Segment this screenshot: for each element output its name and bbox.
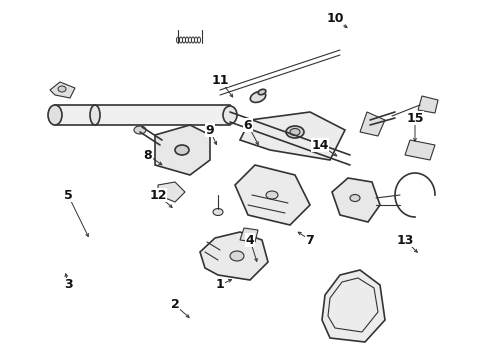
Ellipse shape: [213, 208, 223, 216]
Polygon shape: [50, 82, 75, 98]
Text: 12: 12: [149, 189, 167, 202]
Polygon shape: [240, 228, 258, 242]
Text: 14: 14: [311, 139, 329, 152]
Ellipse shape: [134, 126, 146, 134]
Ellipse shape: [266, 191, 278, 199]
Text: 13: 13: [396, 234, 414, 247]
Polygon shape: [405, 140, 435, 160]
Ellipse shape: [90, 105, 100, 125]
Text: 7: 7: [306, 234, 315, 247]
Polygon shape: [200, 232, 268, 280]
Text: 10: 10: [326, 12, 344, 24]
Text: 5: 5: [64, 189, 73, 202]
Polygon shape: [322, 270, 385, 342]
Ellipse shape: [223, 106, 237, 124]
Ellipse shape: [258, 89, 266, 95]
Polygon shape: [155, 125, 210, 175]
Text: 3: 3: [64, 279, 73, 292]
Ellipse shape: [290, 129, 300, 135]
Polygon shape: [360, 112, 385, 136]
Polygon shape: [55, 105, 230, 125]
Ellipse shape: [286, 126, 304, 138]
Polygon shape: [332, 178, 380, 222]
Polygon shape: [158, 182, 185, 202]
Polygon shape: [240, 112, 345, 160]
Text: 4: 4: [245, 234, 254, 247]
Ellipse shape: [58, 86, 66, 92]
Ellipse shape: [230, 251, 244, 261]
Text: 15: 15: [406, 112, 424, 125]
Polygon shape: [235, 165, 310, 225]
Ellipse shape: [250, 91, 266, 103]
Text: 6: 6: [244, 118, 252, 131]
Polygon shape: [418, 96, 438, 113]
Ellipse shape: [350, 194, 360, 202]
Text: 11: 11: [211, 73, 229, 86]
Ellipse shape: [48, 105, 62, 125]
Text: 8: 8: [144, 149, 152, 162]
Ellipse shape: [175, 145, 189, 155]
Text: 9: 9: [206, 123, 214, 136]
Text: 2: 2: [171, 298, 179, 311]
Text: 1: 1: [216, 279, 224, 292]
